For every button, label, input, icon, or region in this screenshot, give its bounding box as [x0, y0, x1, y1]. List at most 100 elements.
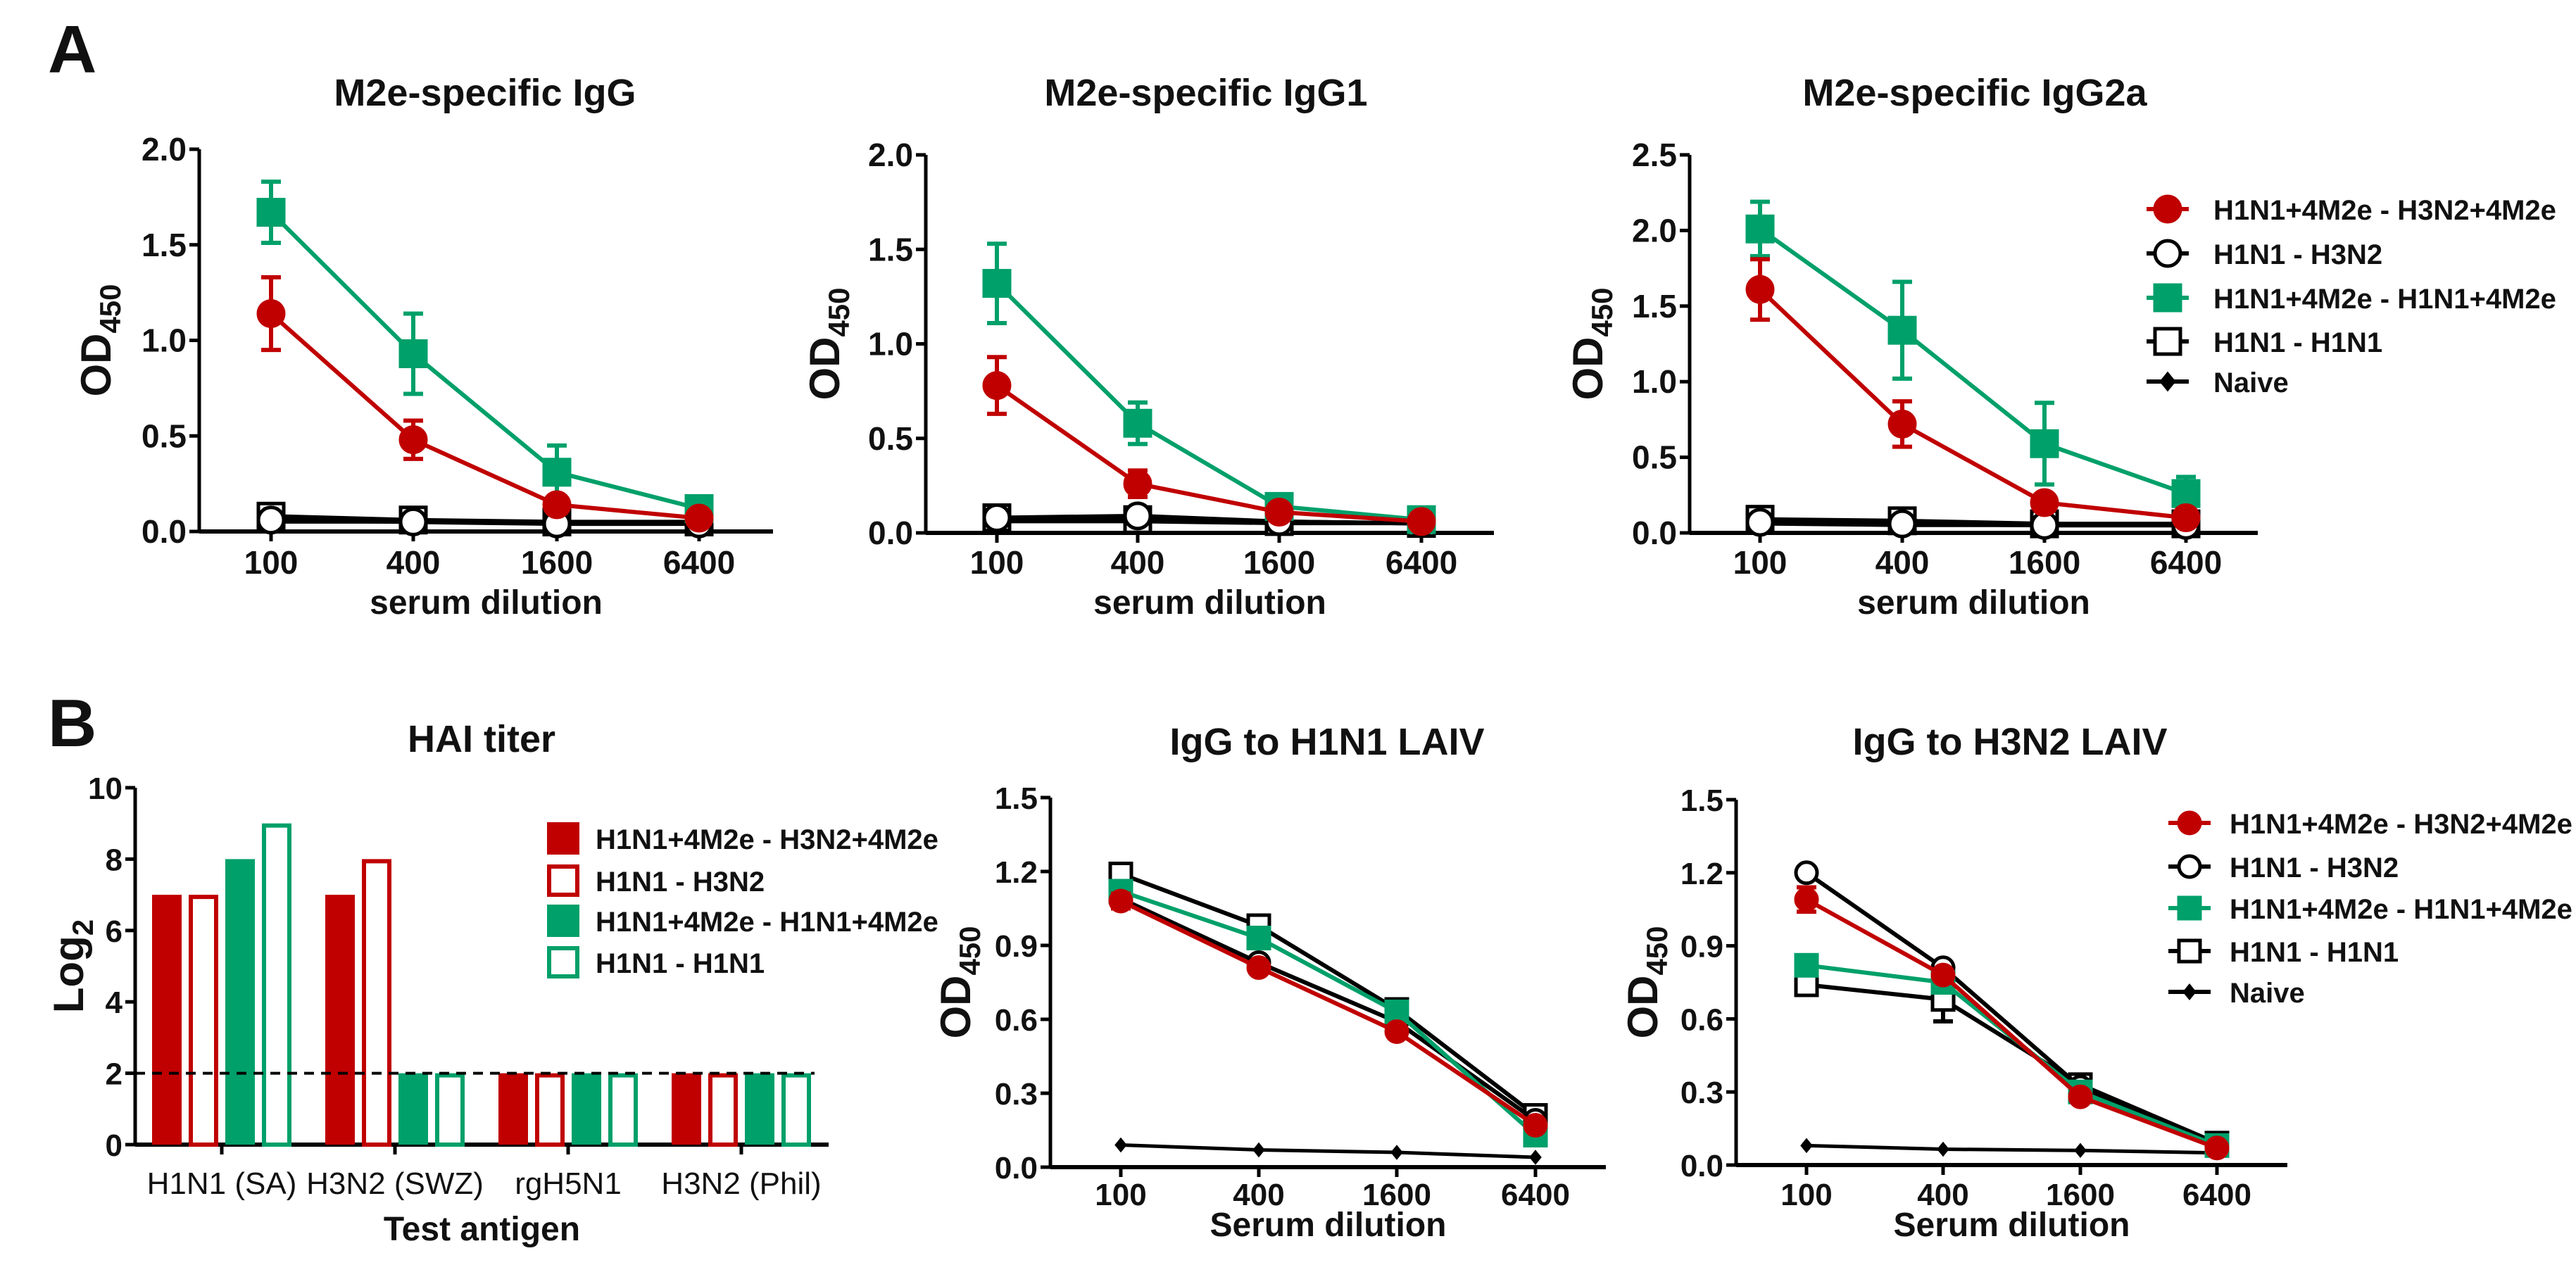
data-point	[398, 507, 428, 536]
data-point	[398, 425, 428, 455]
bar	[225, 859, 255, 1145]
data-point	[1108, 888, 1133, 914]
x-axis-label: serum dilution	[1857, 584, 2090, 622]
x-axis-label: Serum dilution	[1210, 1207, 1447, 1244]
y-axis-label-main: OD	[1619, 976, 1666, 1039]
y-axis-label-subscript: 450	[1640, 926, 1673, 975]
legend-label: H1N1 - H1N1	[2213, 327, 2382, 358]
y-tick-label: 0.6	[995, 1003, 1038, 1038]
data-point	[2030, 488, 2059, 517]
chart-title: IgG to H3N2 LAIV	[1852, 721, 2167, 763]
x-tick-label: 400	[1111, 544, 1165, 581]
y-axis-label-subscript: 2	[66, 919, 99, 936]
series-0	[256, 275, 714, 533]
y-tick-label: 0.6	[1680, 1002, 1723, 1037]
x-axis-label: serum dilution	[370, 584, 603, 622]
data-point	[1529, 1150, 1542, 1165]
x-tick-label: 400	[1233, 1178, 1284, 1212]
series-4	[1114, 1137, 1542, 1165]
y-axis-label-main: OD	[73, 334, 120, 397]
data-point	[256, 298, 286, 328]
y-axis-label-subscript: 450	[94, 284, 127, 333]
series-line	[1758, 287, 2187, 520]
legend-label: H1N1 - H3N2	[596, 867, 765, 898]
y-tick-label: 4	[106, 986, 123, 1020]
data-point	[1887, 409, 1917, 439]
chart-title: HAI titer	[408, 718, 555, 760]
data-point	[2171, 503, 2201, 533]
panel-label-a: A	[48, 12, 96, 87]
y-tick-label: 0.0	[995, 1151, 1038, 1185]
y-tick-label: 1.5	[1680, 783, 1723, 818]
legend-marker	[2177, 810, 2202, 836]
x-tick-label: 100	[970, 544, 1024, 581]
legend-marker	[2153, 194, 2182, 224]
y-tick-label: 0.3	[1680, 1076, 1723, 1110]
data-point	[1384, 1019, 1409, 1044]
series-line	[1759, 227, 2187, 496]
data-point	[398, 339, 428, 369]
series-2	[1108, 879, 1548, 1147]
y-axis-label: OD450	[932, 926, 986, 1038]
y-tick-label: 8	[106, 843, 122, 877]
legend-marker	[2177, 938, 2202, 964]
x-tick-label: 1600	[2046, 1178, 2115, 1212]
chart-b2: IgG to H1N1 LAIV 0.0 0.3 0.6 0.9 1.2 1.5 100 400…	[932, 721, 1606, 1244]
y-tick-label: 1.5	[868, 231, 913, 268]
series-line	[995, 282, 1422, 522]
legend-swatch	[547, 905, 579, 937]
series-line	[269, 210, 700, 511]
legend-marker	[2177, 854, 2202, 879]
bar	[672, 1073, 701, 1145]
legend-marker	[2153, 239, 2182, 268]
data-point	[1246, 926, 1271, 950]
x-tick-label: 6400	[663, 544, 735, 581]
x-tick-label: H1N1 (SA)	[147, 1166, 297, 1201]
bar	[189, 895, 218, 1147]
bar	[745, 1073, 774, 1145]
series-line	[995, 384, 1422, 524]
y-tick-label: 0.5	[1632, 439, 1677, 476]
chart-b1: HAI titer 0 2 4 6 8 10 H1N1 (SA) H3N2 (SWZ) rgH5N…	[45, 718, 938, 1248]
bar	[608, 1073, 638, 1147]
bar	[362, 859, 391, 1147]
data-point	[2030, 429, 2059, 458]
x-tick-label: 1600	[1243, 544, 1315, 581]
x-tick-label: 400	[1917, 1178, 1968, 1212]
y-axis-label: OD450	[1619, 926, 1673, 1038]
data-point	[542, 490, 572, 520]
data-point	[2068, 1084, 2093, 1109]
legend-label: Naive	[2213, 367, 2289, 398]
y-tick-label: 1.5	[1632, 288, 1677, 325]
data-point	[1523, 1113, 1548, 1138]
data-point	[1745, 214, 1775, 244]
data-point	[2204, 1135, 2230, 1161]
x-axis-label: serum dilution	[1093, 584, 1326, 622]
chart-a2: M2e-specific IgG1 0.0 0.5 1.0 1.5 2.0 100 400 16…	[801, 72, 1494, 622]
y-tick-label: 0.3	[995, 1077, 1038, 1112]
x-tick-label: 100	[1733, 544, 1788, 581]
y-tick-label: 0.9	[995, 929, 1038, 964]
bar	[152, 895, 182, 1145]
legend-label: H1N1+4M2e - H3N2+4M2e	[2230, 809, 2572, 840]
series-2	[982, 241, 1436, 534]
x-tick-label: H3N2 (Phil)	[661, 1166, 821, 1201]
y-tick-label: 0.0	[142, 513, 187, 550]
panel-label-b: B	[48, 686, 96, 761]
series-line	[1119, 871, 1537, 1117]
y-axis-label: OD450	[73, 284, 127, 396]
bar	[498, 1073, 528, 1145]
series-line	[1805, 871, 2218, 1148]
y-axis-label-main: OD	[1564, 337, 1611, 401]
y-tick-label: 0.0	[1680, 1149, 1723, 1183]
x-tick-label: 1600	[521, 544, 593, 581]
bar	[781, 1073, 811, 1147]
legend-marker	[2182, 983, 2197, 1000]
bar	[262, 823, 291, 1147]
y-tick-label: 1.0	[142, 322, 187, 359]
series-4	[1800, 1138, 2223, 1161]
y-axis-label-subscript: 450	[1585, 287, 1619, 336]
x-tick-label: 400	[1876, 544, 1930, 581]
